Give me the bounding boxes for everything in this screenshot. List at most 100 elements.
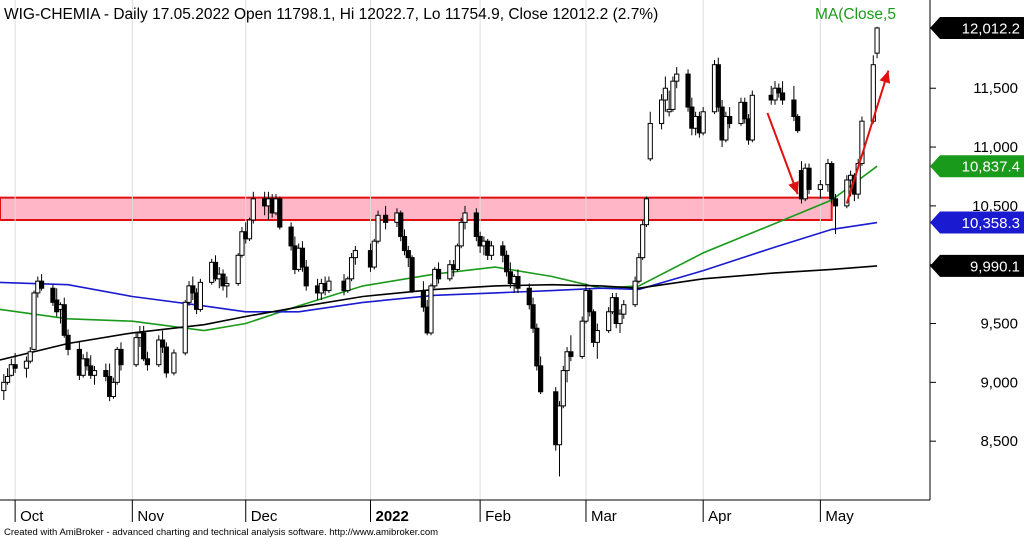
month-separators [14,0,821,500]
candle [375,210,381,244]
candle-body [435,268,442,280]
candle [832,194,839,235]
candle-body [749,94,755,141]
candle [670,76,676,112]
candle-body [564,351,570,372]
candle-body [31,292,37,350]
candle-body [670,80,676,110]
candle-body [348,257,355,280]
candle [795,114,801,133]
chart-title: WIG-CHEMIA - Daily 17.05.2022 Open 11798… [4,6,658,23]
candle-body [458,221,464,247]
candle [409,255,415,293]
candle-body [579,320,585,357]
candle-body [303,266,309,287]
candle-body [405,250,411,259]
candle [817,180,823,199]
y-tick-label: 10,500 [972,198,1018,215]
candle [534,323,540,371]
candle [606,307,612,333]
candle [190,276,196,300]
candle-body [84,358,90,367]
candle-body [587,290,593,313]
candle [31,290,37,351]
candle [503,250,510,277]
candle-body [776,87,782,94]
candle [12,352,18,373]
candle [727,107,733,129]
candle [791,85,797,122]
candle [345,276,351,293]
candle [171,349,177,376]
candle [420,281,427,312]
candle-body [144,358,151,366]
candle-body [617,313,623,325]
candle-body [91,370,98,376]
candle-body [791,99,797,117]
candle [239,227,245,258]
candle-body [674,73,680,82]
candle [874,26,880,59]
candle-body [220,273,226,287]
candle-body [4,375,11,383]
candle [84,351,90,371]
candle-body [299,247,306,268]
candle-body [38,280,45,289]
candle-body [224,283,230,287]
candle-body [326,280,332,292]
candle [1,374,7,400]
candle [303,260,309,291]
chart-title-ma: MA(Close,5 [815,6,896,23]
candle-body [182,301,188,354]
candle-body [462,212,468,223]
candle [348,252,355,282]
candle [829,161,835,204]
candle [4,368,11,385]
candle-body [772,87,778,101]
price-badge: 12,012.2 [930,16,1024,39]
candle [80,354,86,378]
candle-body [742,101,748,120]
trend-arrow-head [879,70,891,84]
candle-body [594,330,600,343]
candle [156,335,162,368]
y-tick-label: 11,500 [973,80,1018,97]
candle-body [700,111,706,134]
candle [371,238,377,270]
trend-arrow-shaft [845,70,890,204]
candle-body [534,327,540,367]
price-badge-bg [930,16,1024,39]
candle-body [590,311,597,343]
candle [212,255,219,282]
candle-body [428,285,434,334]
candle-body [647,123,653,160]
candle [564,347,570,383]
candle [643,196,650,228]
candle [749,90,755,143]
candle-body [163,346,169,374]
candle [141,325,147,362]
candle-body [159,339,166,348]
candle-body [420,290,427,308]
candle [133,332,139,368]
candle [454,243,461,272]
candle [488,241,495,260]
price-badges: 12,012.2 10,837.4 10,358.3 9,990.1 [930,16,1024,277]
trend-arrow [845,70,891,204]
candle-body [473,212,479,237]
candle [560,365,566,409]
candle [723,111,729,143]
candle [666,90,672,117]
candle [674,67,680,89]
candle-body [197,281,203,310]
candle [114,347,120,385]
candle-body [250,198,256,221]
x-tick-label: Nov [137,508,164,525]
candle [538,356,544,395]
candle-body [141,332,147,360]
candle [299,241,306,272]
candle-body [640,224,646,259]
candle [526,283,532,310]
candle-body [515,275,521,289]
